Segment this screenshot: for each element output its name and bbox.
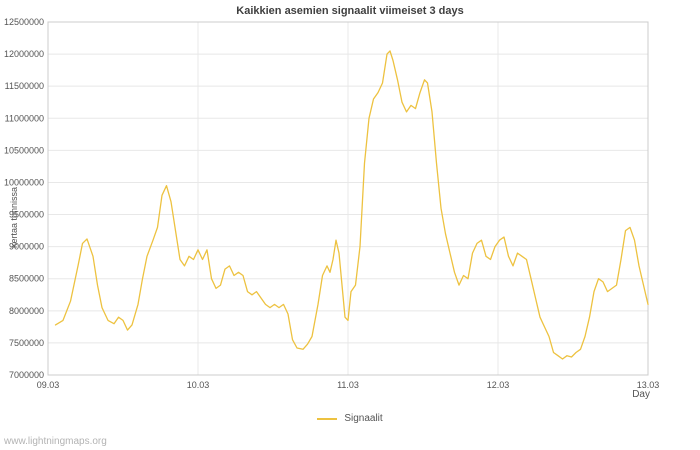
lightningmaps-link[interactable]: www.lightningmaps.org <box>4 436 107 447</box>
y-tick-label: 8500000 <box>9 274 44 284</box>
x-tick-label: 10.03 <box>187 380 210 390</box>
y-tick-label: 10000000 <box>4 177 44 187</box>
y-tick-label: 9000000 <box>9 242 44 252</box>
y-tick-label: 10500000 <box>4 145 44 155</box>
y-tick-label: 12000000 <box>4 49 44 59</box>
legend-line-swatch <box>317 417 338 420</box>
chart-legend: Signaalit <box>0 413 700 424</box>
x-tick-label: 11.03 <box>337 380 359 390</box>
y-tick-label: 11500000 <box>5 81 44 91</box>
x-tick-label: 12.03 <box>487 380 510 390</box>
plot-border <box>47 21 649 376</box>
y-tick-label: 7500000 <box>9 338 44 348</box>
legend-label: Signaalit <box>344 413 383 424</box>
signal-line <box>54 50 649 360</box>
y-tick-label: 8000000 <box>9 306 44 316</box>
y-tick-label: 11000000 <box>5 113 44 123</box>
x-tick-label: 09.03 <box>37 380 60 390</box>
x-axis-label: Day <box>632 389 650 400</box>
chart-title: Kaikkien asemien signaalit viimeiset 3 d… <box>236 5 464 17</box>
x-tick-label: 13.03 <box>637 380 660 390</box>
y-tick-label: 12500000 <box>4 17 44 27</box>
y-tick-label: 7000000 <box>9 370 44 380</box>
y-tick-label: 9500000 <box>9 210 44 220</box>
y-axis-label: kertaa tunnissa <box>9 186 19 248</box>
